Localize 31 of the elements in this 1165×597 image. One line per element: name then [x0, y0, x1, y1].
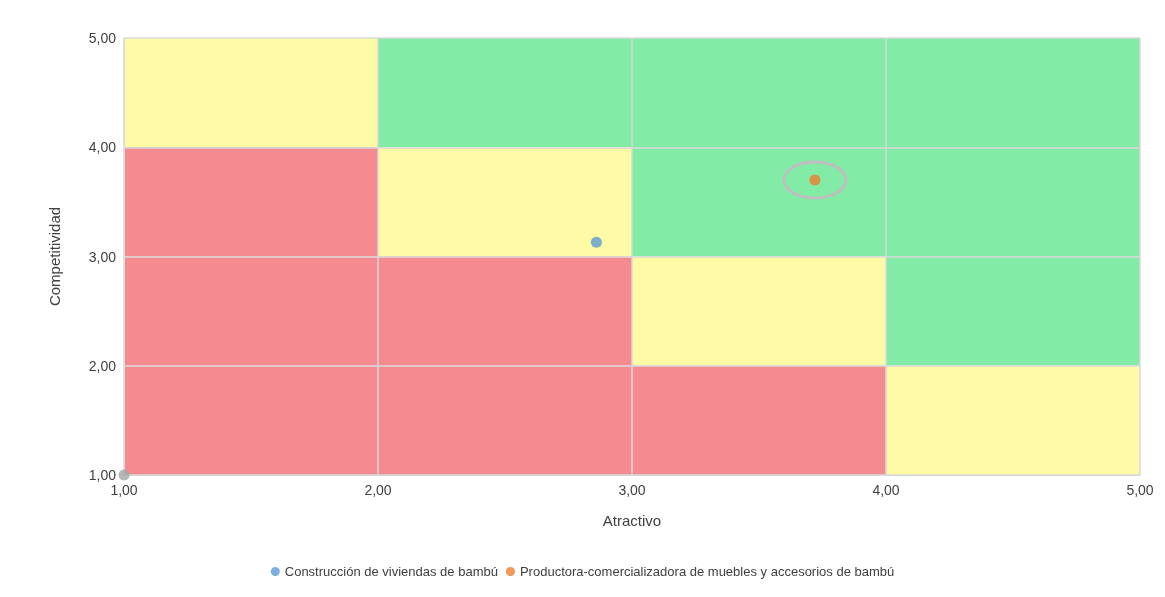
bar — [886, 365, 1140, 475]
bar — [632, 256, 886, 366]
y-tick-label: 1,00 — [88, 467, 117, 483]
legend-label: Construcción de viviendas de bambú — [284, 564, 498, 579]
x-tick-label: 2,00 — [364, 482, 392, 498]
bar — [886, 147, 1140, 257]
bar — [378, 365, 632, 475]
bar — [378, 147, 632, 257]
x-tick-label: 3,00 — [618, 482, 646, 498]
legend-label: Productora-comercializadora de muebles y accesorios de bambú — [519, 564, 895, 579]
y-tick-label: 3,00 — [88, 248, 117, 265]
bar — [378, 38, 632, 148]
y-tick-label: 5,00 — [88, 30, 117, 46]
bar — [632, 38, 886, 148]
point — [809, 174, 821, 186]
x-tick-label: 4,00 — [872, 482, 900, 498]
bar — [378, 256, 632, 366]
point — [118, 469, 130, 481]
x-axis-title: Atractivo — [602, 512, 662, 529]
y-tick-label: 4,00 — [88, 139, 117, 156]
bar — [632, 365, 886, 475]
x-tick-label: 1,00 — [110, 482, 138, 498]
bar — [632, 147, 886, 257]
bar — [124, 365, 378, 475]
point — [590, 236, 602, 248]
y-tick-label: 2,00 — [88, 357, 117, 374]
bar — [124, 256, 378, 366]
y-axis-title: Competitividad — [46, 206, 63, 307]
bar — [886, 38, 1140, 148]
bar — [124, 38, 378, 148]
x-tick-label: 5,00 — [1126, 482, 1154, 498]
